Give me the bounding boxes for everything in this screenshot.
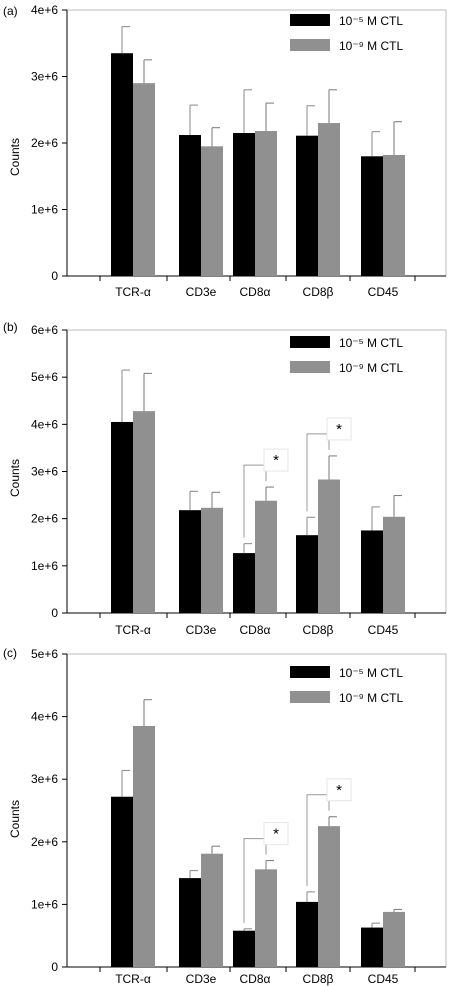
significance-box	[326, 417, 352, 441]
y-tick-label: 4e+6	[31, 417, 58, 431]
x-tick-label: CD45	[368, 285, 399, 299]
y-tick-label: 1e+6	[31, 203, 58, 217]
bar	[255, 869, 277, 967]
legend-swatch	[290, 666, 330, 678]
significance-marker: *	[273, 452, 279, 469]
x-tick-label: CD45	[368, 623, 399, 637]
bar	[361, 530, 383, 613]
x-tick-label: CD3e	[186, 623, 217, 637]
legend-swatch	[290, 336, 330, 348]
x-tick-label: TCR-α	[115, 285, 151, 299]
bar	[255, 131, 277, 276]
bar	[383, 911, 405, 967]
legend-swatch	[290, 361, 330, 373]
bar	[296, 901, 318, 967]
bar	[179, 135, 201, 276]
bar-chart: 0 1e+6 2e+6 3e+6 4e+6 5e+6 TCR-α CD3e CD8α CD8β CD…	[31, 647, 447, 986]
legend-label: 10⁻⁵ M CTL	[339, 666, 403, 680]
y-tick-label: 6e+6	[31, 323, 58, 337]
y-tick-label: 4e+6	[31, 710, 58, 724]
y-tick-label: 4e+6	[31, 3, 58, 17]
x-tick-label: CD8α	[240, 285, 271, 299]
bar-chart: 0 1e+6 2e+6 3e+6 4e+6 5e+6 6e+6 TCR-α CD3e CD8α CD…	[31, 323, 447, 637]
bar	[233, 930, 255, 967]
y-tick-label: 2e+6	[31, 512, 58, 526]
y-tick-label: 2e+6	[31, 136, 58, 150]
y-tick-label: 0	[51, 606, 58, 620]
x-tick-label: CD3e	[186, 285, 217, 299]
significance-bracket	[243, 464, 267, 538]
y-tick-label: 0	[51, 269, 58, 283]
bar	[296, 135, 318, 276]
bar	[133, 411, 155, 613]
legend-label: 10⁻⁹ M CTL	[339, 39, 403, 53]
significance-box	[326, 778, 352, 802]
x-tick-label: TCR-α	[115, 972, 151, 986]
x-tick-label: CD45	[368, 972, 399, 986]
y-tick-label: 3e+6	[31, 70, 58, 84]
x-tick-label: TCR-α	[115, 623, 151, 637]
bar	[318, 826, 340, 967]
bar	[111, 53, 133, 276]
bar-chart: 0 1e+6 2e+6 3e+6 4e+6 TCR-α CD3e CD8α CD8β CD45 10…	[31, 3, 447, 299]
y-tick-label: 2e+6	[31, 835, 58, 849]
x-tick-label: CD3e	[186, 972, 217, 986]
bar	[179, 878, 201, 967]
bar	[133, 725, 155, 967]
bar	[133, 83, 155, 277]
y-tick-label: 3e+6	[31, 772, 58, 786]
significance-bracket	[306, 794, 330, 886]
bar	[255, 500, 277, 613]
y-tick-label: 1e+6	[31, 559, 58, 573]
significance-marker: *	[336, 421, 342, 438]
y-tick-label: 5e+6	[31, 647, 58, 661]
chart-panel-c: (c) Counts 0 1e+6 2e+6 3e+6 4e+6 5e+6 TCR-α CD3…	[0, 642, 450, 986]
bar	[179, 510, 201, 613]
bar	[201, 507, 223, 613]
significance-bracket	[243, 838, 267, 923]
legend-swatch	[290, 39, 330, 51]
y-tick-label: 5e+6	[31, 370, 58, 384]
y-tick-label: 0	[51, 960, 58, 974]
bar	[233, 133, 255, 276]
y-tick-label: 1e+6	[31, 897, 58, 911]
bar	[111, 796, 133, 967]
significance-marker: *	[273, 826, 279, 843]
panel-label: (a)	[3, 4, 18, 18]
bar	[383, 154, 405, 276]
significance-box	[263, 822, 289, 846]
legend-swatch	[290, 14, 330, 26]
bar	[361, 927, 383, 967]
chart-panel-a: (a) Counts 0 1e+6 2e+6 3e+6 4e+6 TCR-α CD3e CD8…	[0, 0, 450, 316]
bar	[383, 516, 405, 613]
legend-label: 10⁻⁵ M CTL	[339, 14, 403, 28]
bar	[318, 479, 340, 613]
y-tick-label: 3e+6	[31, 465, 58, 479]
x-tick-label: CD8α	[240, 623, 271, 637]
bar	[201, 146, 223, 276]
panel-label: (c)	[3, 646, 17, 660]
x-tick-label: CD8β	[303, 285, 334, 299]
bar	[233, 553, 255, 613]
bar	[111, 421, 133, 613]
significance-marker: *	[336, 782, 342, 799]
bar	[361, 156, 383, 276]
significance-bracket	[306, 433, 330, 512]
legend-swatch	[290, 691, 330, 703]
bar	[201, 853, 223, 967]
x-tick-label: CD8β	[303, 972, 334, 986]
x-tick-label: CD8α	[240, 972, 271, 986]
legend-label: 10⁻⁹ M CTL	[339, 361, 403, 375]
panel-label: (b)	[3, 320, 18, 334]
bar	[318, 123, 340, 276]
legend-label: 10⁻⁹ M CTL	[339, 691, 403, 705]
bar	[296, 535, 318, 613]
significance-box	[263, 448, 289, 472]
x-tick-label: CD8β	[303, 623, 334, 637]
legend-label: 10⁻⁵ M CTL	[339, 336, 403, 350]
chart-panel-b: (b) Counts 0 1e+6 2e+6 3e+6 4e+6 5e+6 6e+6 TCR-…	[0, 316, 450, 642]
